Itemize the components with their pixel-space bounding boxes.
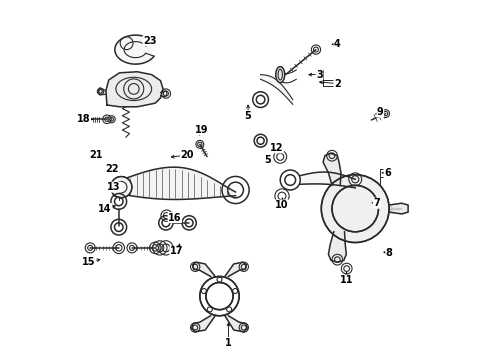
Polygon shape [224, 316, 247, 332]
Text: 18: 18 [77, 114, 90, 124]
Polygon shape [388, 203, 407, 214]
Text: 22: 22 [105, 164, 119, 174]
Text: 13: 13 [107, 182, 121, 192]
Circle shape [111, 177, 131, 198]
Text: 16: 16 [168, 212, 181, 222]
Text: 5: 5 [264, 156, 270, 165]
Text: 19: 19 [195, 125, 208, 135]
Polygon shape [328, 232, 346, 262]
Polygon shape [260, 75, 292, 104]
Polygon shape [106, 72, 163, 107]
Polygon shape [115, 35, 154, 64]
Polygon shape [224, 262, 246, 276]
Text: 20: 20 [180, 150, 194, 160]
Polygon shape [192, 262, 215, 276]
Text: 15: 15 [82, 257, 96, 267]
Polygon shape [121, 167, 235, 199]
Text: 2: 2 [333, 78, 340, 89]
Polygon shape [299, 172, 354, 188]
Text: 6: 6 [383, 168, 390, 178]
Text: 1: 1 [224, 338, 231, 347]
Ellipse shape [275, 67, 284, 83]
Text: 9: 9 [376, 107, 383, 117]
Text: 7: 7 [372, 198, 379, 208]
Text: 5: 5 [244, 111, 251, 121]
Polygon shape [323, 153, 340, 185]
Polygon shape [191, 316, 215, 332]
Text: 23: 23 [143, 36, 156, 46]
Text: 17: 17 [169, 247, 183, 256]
Polygon shape [98, 88, 106, 95]
Text: 21: 21 [89, 150, 103, 160]
Text: 11: 11 [339, 275, 352, 285]
Text: 14: 14 [98, 203, 112, 213]
Text: 8: 8 [385, 248, 392, 258]
Text: 4: 4 [333, 39, 340, 49]
Text: 3: 3 [316, 69, 322, 80]
Text: 10: 10 [275, 200, 288, 210]
Text: 12: 12 [269, 143, 283, 153]
Circle shape [321, 175, 388, 242]
